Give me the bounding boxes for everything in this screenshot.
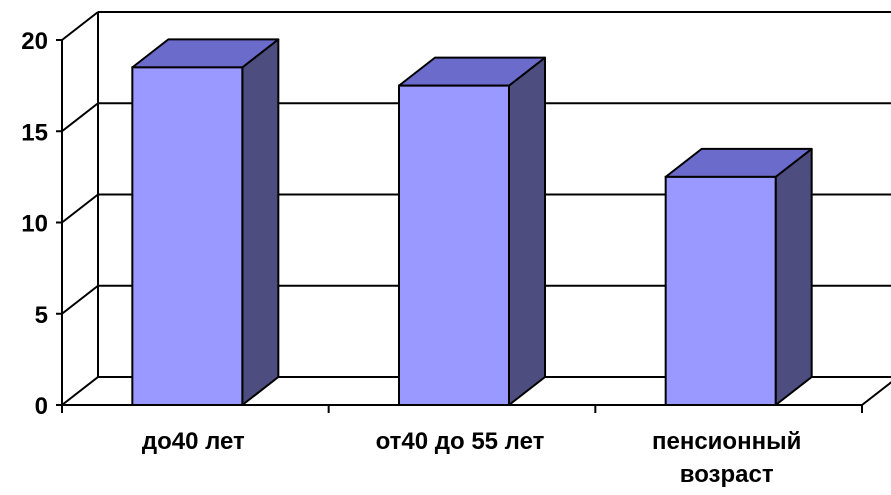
gridline-diagonal [61, 11, 99, 41]
gridline-diagonal [61, 102, 99, 133]
gridline-diagonal [61, 193, 99, 224]
y-tick-label: 10 [21, 211, 48, 238]
bar [664, 147, 813, 406]
category-label-line: пенсионный [652, 428, 801, 455]
gridline-diagonal [61, 284, 99, 315]
category-label: пенсионный возраст [652, 428, 801, 488]
bar [131, 38, 280, 406]
category-labels: до40 лет от40 до 55 лет пенсионный возраст [142, 428, 801, 488]
category-label-line: от40 до 55 лет [376, 428, 545, 455]
y-tick-label: 15 [21, 119, 48, 146]
y-tick-label: 5 [35, 302, 48, 329]
category-label-line: возраст [680, 461, 774, 488]
y-tick-labels: 0 5 10 15 20 [21, 28, 48, 420]
bar-side-face [241, 38, 280, 406]
floor-right-edge [861, 381, 891, 406]
y-tick-label: 0 [35, 393, 48, 420]
category-label: до40 лет [142, 428, 245, 455]
bar-side-face [774, 147, 813, 406]
y-tick-label: 20 [21, 28, 48, 55]
bar [398, 56, 546, 406]
bar-side-face [508, 56, 546, 406]
bar-front-face [664, 175, 777, 406]
bar-front-face [398, 84, 510, 406]
bar-front-face [131, 66, 244, 406]
category-label-line: до40 лет [142, 428, 245, 455]
category-label: от40 до 55 лет [376, 428, 545, 455]
bars [131, 38, 813, 406]
gridline-diagonal [61, 376, 99, 406]
